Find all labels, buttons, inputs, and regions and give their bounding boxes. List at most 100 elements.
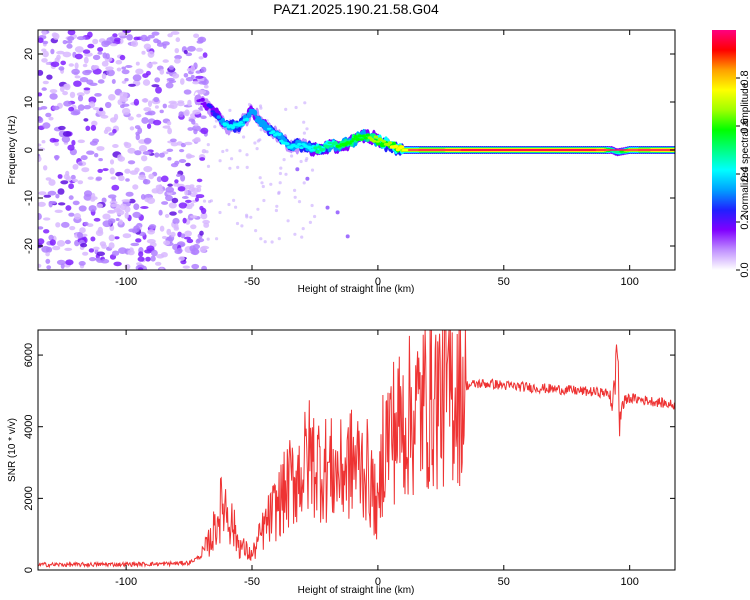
- heatmap-noise-cell: [38, 238, 45, 245]
- spectrogram-heatmap: [38, 30, 675, 270]
- heatmap-noise-cell: [174, 160, 180, 165]
- heatmap-noise-cell: [180, 78, 185, 85]
- heatmap-noise-cell: [43, 229, 50, 234]
- heatmap-noise-cell: [206, 143, 210, 147]
- heatmap-noise-cell: [67, 30, 76, 36]
- heatmap-ridge-cell: [365, 133, 370, 137]
- heatmap-noise-cell: [293, 232, 297, 236]
- heatmap-noise-cell: [89, 82, 98, 87]
- heatmap-noise-cell: [42, 122, 51, 129]
- heatmap-ridge-cell: [317, 145, 322, 149]
- heatmap-noise-cell: [183, 73, 189, 78]
- heatmap-noise-cell: [81, 167, 90, 173]
- heatmap-ridge-cell: [252, 111, 258, 115]
- heatmap-noise-cell: [134, 167, 140, 173]
- heatmap-ridge-cell: [337, 145, 342, 148]
- heatmap-noise-cell: [78, 205, 87, 212]
- heatmap-noise-cell: [146, 245, 155, 252]
- snr-panel: -100 -50 0 50 100 0 2000 4000 6000 Height of str…: [7, 329, 676, 596]
- snr-xlabel: Height of straight line (km): [298, 585, 415, 596]
- heatmap-ridge-cell: [256, 116, 262, 121]
- heatmap-noise-cell: [148, 173, 155, 180]
- heatmap-noise-cell: [190, 224, 197, 230]
- heatmap-noise-cell: [68, 183, 74, 190]
- heatmap-noise-cell: [156, 176, 162, 183]
- heatmap-ridge-cell: [216, 115, 221, 119]
- heatmap-noise-cell: [101, 243, 107, 249]
- heatmap-noise-cell: [42, 80, 49, 85]
- heatmap-noise-cell: [70, 174, 76, 180]
- heatmap-noise-cell: [137, 267, 144, 270]
- heatmap-noise-cell: [201, 149, 207, 154]
- heatmap-noise-cell: [125, 178, 130, 182]
- heatmap-noise-cell: [141, 117, 149, 124]
- heatmap-noise-cell: [143, 43, 152, 50]
- heatmap-noise-cell: [92, 107, 100, 111]
- heatmap-noise-cell: [175, 37, 181, 43]
- heatmap-noise-cell: [94, 153, 99, 158]
- heatmap-noise-cell: [38, 213, 42, 220]
- heatmap-noise-cell: [117, 32, 127, 37]
- heatmap-noise-cell: [194, 137, 201, 142]
- heatmap-noise-cell: [127, 147, 136, 154]
- spectrogram-ytick-label: -20: [23, 238, 35, 254]
- heatmap-noise-cell: [259, 128, 263, 132]
- heatmap-noise-cell: [294, 105, 298, 110]
- heatmap-noise-cell: [195, 75, 204, 79]
- heatmap-noise-cell: [269, 182, 273, 186]
- heatmap-noise-cell: [170, 138, 177, 143]
- heatmap-noise-cell: [38, 92, 43, 97]
- colorbar-ticks: 0.0 0.2 0.4 0.6 0.8: [736, 70, 750, 278]
- heatmap-noise-cell: [66, 43, 73, 49]
- heatmap-noise-cell: [155, 184, 163, 190]
- heatmap-noise-cell: [121, 103, 130, 107]
- heatmap-noise-cell: [193, 33, 200, 39]
- heatmap-noise-cell: [199, 205, 204, 211]
- heatmap-noise-cell: [190, 65, 196, 73]
- heatmap-noise-cell: [151, 61, 158, 65]
- heatmap-noise-cell: [166, 121, 172, 126]
- heatmap-ridge-cell: [387, 141, 393, 145]
- heatmap-noise-cell: [38, 155, 42, 163]
- heatmap-noise-cell: [168, 100, 177, 105]
- heatmap-noise-cell: [49, 93, 58, 100]
- heatmap-noise-cell: [42, 50, 49, 58]
- heatmap-noise-cell: [108, 242, 115, 249]
- heatmap-noise-cell: [114, 37, 121, 42]
- heatmap-noise-cell: [90, 124, 97, 131]
- heatmap-noise-cell: [141, 98, 149, 103]
- heatmap-noise-cell: [262, 198, 266, 203]
- heatmap-noise-cell: [38, 117, 44, 123]
- heatmap-noise-cell: [147, 229, 156, 235]
- heatmap-noise-cell: [77, 95, 84, 102]
- heatmap-noise-cell: [163, 240, 171, 246]
- heatmap-noise-cell: [72, 164, 79, 170]
- heatmap-noise-cell: [41, 140, 46, 144]
- heatmap-noise-cell: [302, 131, 306, 135]
- colorbar-tick-label: 0.6: [739, 118, 750, 133]
- heatmap-noise-cell: [57, 188, 65, 195]
- heatmap-noise-cell: [158, 209, 163, 216]
- heatmap-noise-cell: [179, 149, 185, 153]
- heatmap-noise-cell: [182, 217, 187, 224]
- heatmap-noise-cell: [308, 220, 312, 224]
- heatmap-noise-cell: [112, 144, 119, 148]
- heatmap-noise-cell: [97, 51, 103, 55]
- heatmap-noise-cell: [58, 66, 65, 71]
- heatmap-noise-cell: [48, 179, 56, 186]
- heatmap-noise-cell: [86, 150, 95, 155]
- colorbar-tick-label: 0.2: [739, 214, 750, 229]
- heatmap-noise-cell: [198, 56, 204, 60]
- heatmap-noise-cell: [213, 125, 217, 129]
- heatmap-noise-cell: [142, 73, 149, 78]
- heatmap-noise-cell: [38, 226, 44, 230]
- heatmap-noise-cell: [121, 69, 130, 75]
- heatmap-noise-cell: [146, 197, 156, 205]
- heatmap-noise-cell: [52, 105, 60, 111]
- heatmap-noise-cell: [56, 259, 66, 265]
- heatmap-ridge-cell: [375, 140, 381, 143]
- heatmap-noise-cell: [159, 267, 164, 270]
- heatmap-noise-cell: [45, 251, 50, 257]
- heatmap-noise-cell: [169, 211, 177, 216]
